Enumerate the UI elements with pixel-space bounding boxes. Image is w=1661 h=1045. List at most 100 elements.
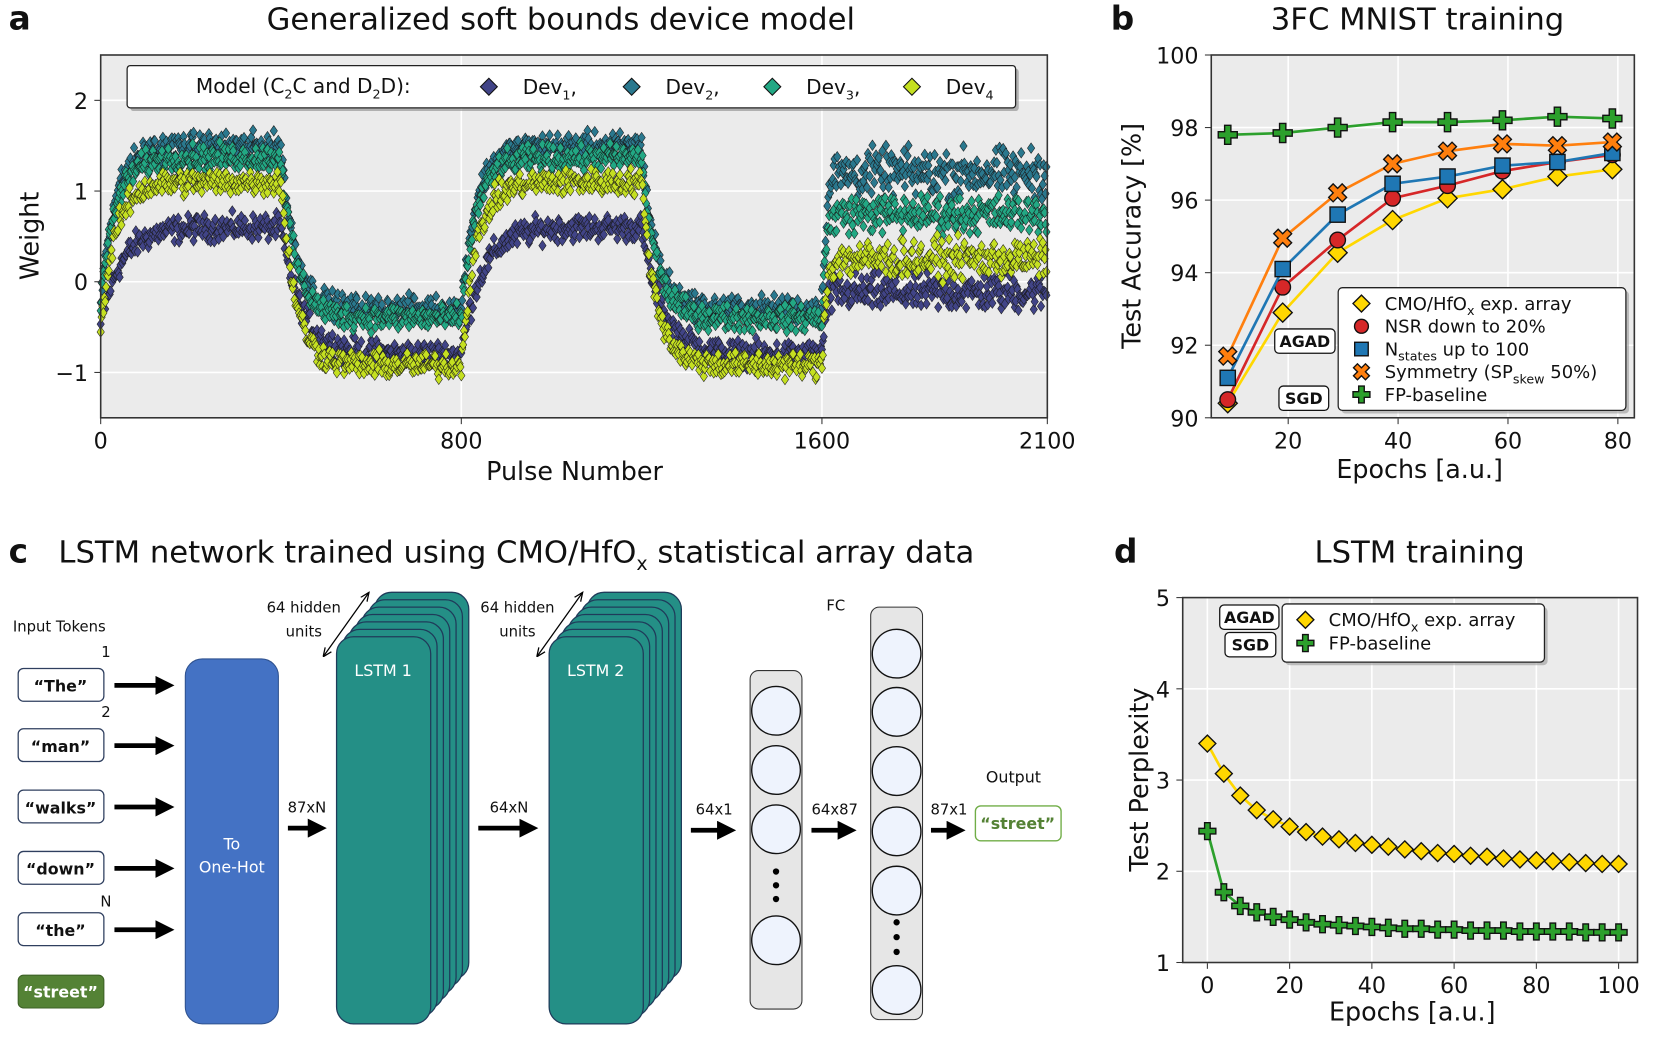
dev1-point <box>863 294 872 307</box>
dimension-label: 64x87 <box>812 801 858 818</box>
square-point <box>1219 369 1237 387</box>
y-axis-label-a: Weight <box>14 192 44 280</box>
dev2-point <box>778 292 787 304</box>
input-token: “The” <box>34 677 88 696</box>
panel-label-a: a <box>9 0 31 38</box>
x-tick-label: 800 <box>440 428 482 454</box>
x-axis-label-b: Epochs [a.u.] <box>1336 454 1503 484</box>
ellipsis-dot <box>772 882 780 889</box>
dev1-point <box>827 304 836 316</box>
dev1-point <box>538 239 547 252</box>
legend-label: CMO/HfOx exp. array <box>1385 294 1572 318</box>
dev1-point <box>489 232 498 245</box>
dev2-point <box>553 129 562 141</box>
badge-label: SGD <box>1285 389 1323 408</box>
dev1-point <box>228 205 237 217</box>
x-tick-label: 40 <box>1358 973 1386 999</box>
neuron <box>871 746 922 797</box>
dev1-point <box>1036 300 1046 312</box>
dev1-point <box>1014 304 1023 317</box>
input-token: “the” <box>35 921 85 940</box>
dev1-point <box>1042 289 1051 301</box>
x-tick-label: 20 <box>1275 973 1303 999</box>
dev1-point <box>219 230 228 243</box>
legend-label: CMO/HfOx exp. array <box>1329 610 1516 634</box>
dev1-point <box>613 233 622 245</box>
token-index: 2 <box>101 704 110 721</box>
neuron <box>871 628 922 679</box>
y-tick-label: 5 <box>1156 586 1170 612</box>
legend-label: FP-baseline <box>1385 385 1488 406</box>
dev2-point <box>818 280 827 293</box>
ellipsis-dot <box>893 919 900 926</box>
square-point <box>1329 206 1346 223</box>
dev2-point <box>590 125 599 138</box>
x-tick-label: 1600 <box>794 428 851 454</box>
x-tick-label: 60 <box>1494 428 1522 454</box>
dev1-point <box>934 301 943 314</box>
square-point <box>1274 260 1292 278</box>
dev1-point <box>484 261 493 274</box>
dev1-point <box>988 297 997 309</box>
hidden-units-label-2b: units <box>499 624 535 641</box>
dimension-label: 64x1 <box>696 801 733 818</box>
lstm2-label: LSTM 2 <box>567 661 624 680</box>
square-point <box>1384 175 1401 193</box>
panel-label-d: d <box>1114 533 1137 571</box>
dev2-point <box>221 127 231 139</box>
lstm1-stack <box>335 591 470 1025</box>
ellipsis-dot <box>772 868 780 875</box>
badge-label: AGAD <box>1224 608 1275 627</box>
hidden-units-label-2: 64 hidden <box>480 599 554 616</box>
neuron <box>751 915 802 966</box>
dev1-point <box>185 227 194 240</box>
panel-label-c: c <box>9 533 28 571</box>
fc-label: FC <box>826 597 845 614</box>
dev1-point <box>264 233 273 246</box>
panel-label-b: b <box>1111 0 1134 38</box>
dev1-point <box>174 212 183 224</box>
neuron <box>871 964 922 1016</box>
dev1-point <box>328 328 337 341</box>
panel-d: d LSTM training 0 20 40 60 80 100 1 2 3 4 5 AGAD SGD… <box>1114 533 1640 1027</box>
x-tick-label: 80 <box>1522 973 1550 999</box>
dev2-point <box>853 154 862 166</box>
legend-label: NSR down to 20% <box>1385 317 1546 338</box>
dev1-point <box>469 302 478 314</box>
hidden-units-label-1b: units <box>286 624 322 641</box>
lstm-layer <box>335 636 432 1025</box>
dev1-point <box>826 292 835 304</box>
dev1-point <box>962 302 971 314</box>
legend-label: Symmetry (SPskew 50%) <box>1385 362 1598 386</box>
dimension-label: 87xN <box>288 799 327 816</box>
chart-title-d: LSTM training <box>1315 536 1525 571</box>
y-tick-label: 92 <box>1170 334 1198 360</box>
circle-point <box>1384 189 1402 207</box>
neuron <box>871 686 922 737</box>
x-tick-label: 40 <box>1384 428 1412 454</box>
lstm2-stack <box>548 591 682 1025</box>
legend-a: Model (C2C and D2D): Dev1, Dev2, Dev3, Dev4 <box>126 64 1019 112</box>
y-tick-label: 0 <box>74 270 88 296</box>
y-tick-label: 2 <box>74 89 88 115</box>
ellipsis-dot <box>893 933 900 941</box>
legend-marker-square <box>1354 341 1369 357</box>
y-tick-label: 1 <box>74 180 88 206</box>
y-tick-label: 3 <box>1156 769 1170 795</box>
neuron <box>751 685 802 736</box>
square-point <box>1549 153 1566 171</box>
y-tick-label: 100 <box>1156 43 1198 69</box>
dev2-point <box>432 290 441 303</box>
y-tick-label: 1 <box>1156 951 1170 977</box>
dev1-point <box>115 271 124 283</box>
dev2-point <box>269 125 278 137</box>
chart-title-a: Generalized soft bounds device model <box>267 3 855 38</box>
panel-c: c LSTM network trained using CMO/HfOx st… <box>9 533 1062 1025</box>
dev2-point <box>374 292 383 304</box>
y-tick-label: 2 <box>1156 860 1170 886</box>
neuron <box>751 744 802 796</box>
dev1-point <box>819 330 828 343</box>
token-index: 1 <box>101 644 110 661</box>
dev2-point <box>833 151 842 163</box>
